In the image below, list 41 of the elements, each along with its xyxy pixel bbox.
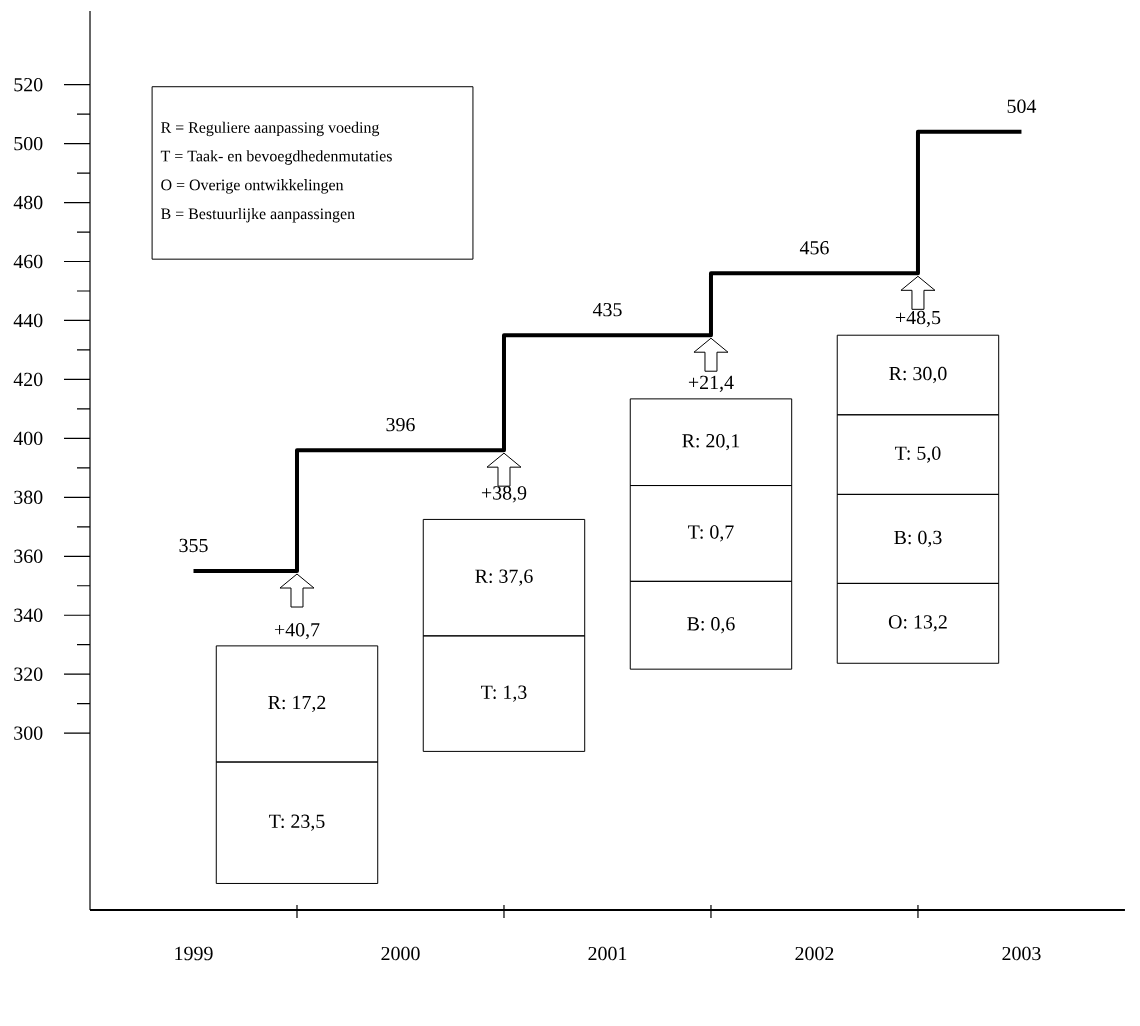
annotation: R: 17,2 — [268, 695, 326, 713]
y-tick-label: 380 — [14, 490, 43, 505]
annotation: O = Overige ontwikkelingen — [161, 179, 344, 194]
annotation: R = Reguliere aanpassing voeding — [161, 121, 380, 137]
annotation: +38,9 — [481, 486, 527, 503]
annotation: T: 23,5 — [269, 814, 325, 831]
y-tick-label: 400 — [13, 431, 43, 446]
x-tick-label: 2001 — [588, 946, 627, 961]
annotation: +21,4 — [688, 375, 734, 392]
x-tick-label: 2003 — [1002, 946, 1041, 961]
y-tick-label: 300 — [14, 726, 43, 740]
y-tick-label: 460 — [13, 254, 43, 269]
annotation: B: 0,6 — [687, 617, 735, 634]
y-tick-label: 440 — [13, 313, 43, 328]
annotation: B: 0,3 — [894, 530, 942, 548]
data-label: 435 — [592, 302, 622, 317]
annotation: R: 20,1 — [682, 434, 740, 451]
annotation: +40,7 — [274, 622, 320, 640]
y-tick-label: 500 — [14, 136, 43, 151]
annotation: R: 30,0 — [889, 366, 947, 384]
annotation: T: 1,3 — [481, 685, 527, 702]
y-tick-label: 420 — [13, 372, 43, 387]
y-tick-label: 320 — [14, 667, 43, 681]
y-tick-label: 480 — [13, 195, 43, 210]
annotation: T: 0,7 — [688, 525, 734, 542]
y-tick-label: 360 — [14, 549, 43, 563]
annotation: T = Taak- en bevoegdhedenmutaties — [160, 150, 392, 165]
x-tick-label: 2000 — [381, 946, 420, 961]
x-tick-label: 2002 — [795, 946, 834, 961]
data-label: 396 — [386, 417, 415, 432]
annotation: O: 13,2 — [888, 615, 947, 632]
data-label: 504 — [1007, 99, 1037, 113]
annotation: R: 37,6 — [475, 569, 533, 586]
y-tick-label: 520 — [14, 77, 43, 92]
annotation: B = Bestuurlijke aanpassingen — [161, 207, 355, 223]
y-tick-label: 340 — [14, 608, 43, 622]
data-label: 456 — [799, 241, 829, 255]
annotation: T: 5,0 — [895, 446, 941, 463]
data-label: 355 — [179, 538, 208, 553]
x-tick-label: 1999 — [175, 946, 213, 961]
annotation: +48,5 — [895, 310, 941, 328]
